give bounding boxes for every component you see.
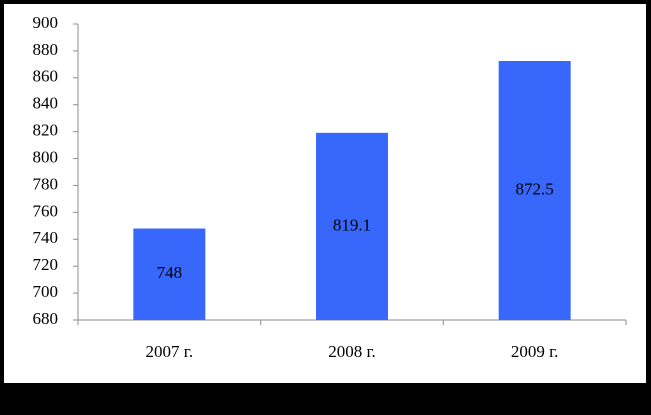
y-tick-label: 720: [33, 255, 59, 274]
y-tick-label: 740: [33, 228, 59, 247]
x-tick-label: 2008 г.: [328, 342, 376, 361]
bar: [316, 132, 388, 320]
bar: [498, 61, 571, 320]
y-tick-label: 860: [33, 67, 59, 86]
data-label: 872.5: [516, 179, 554, 198]
y-tick-label: 780: [33, 174, 59, 193]
y-tick-label: 680: [33, 309, 59, 328]
y-tick-label: 840: [33, 94, 59, 113]
bar: [133, 228, 206, 320]
y-tick-label: 820: [33, 121, 59, 140]
y-tick-label: 760: [33, 201, 59, 220]
y-tick-label: 800: [33, 147, 59, 166]
y-tick-label: 700: [33, 282, 59, 301]
x-tick-label: 2007 г.: [146, 342, 194, 361]
y-tick-label: 900: [33, 13, 59, 32]
data-label: 819.1: [333, 215, 371, 234]
x-tick-label: 2009 г.: [511, 342, 559, 361]
y-tick-label: 880: [33, 40, 59, 59]
data-label: 748: [157, 263, 183, 282]
